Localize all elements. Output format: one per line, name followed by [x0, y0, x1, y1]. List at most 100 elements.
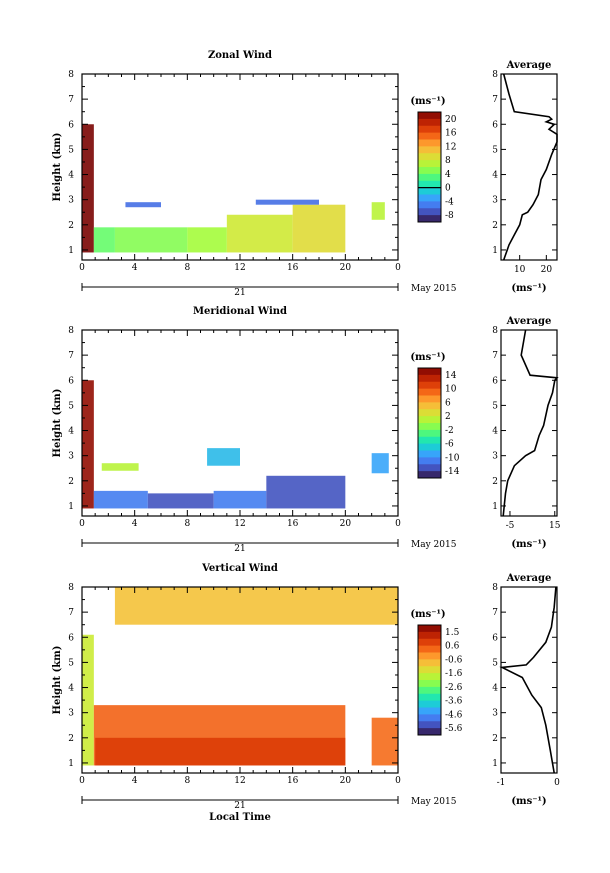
panel-title: Zonal Wind	[208, 50, 272, 61]
colorbar-segment	[418, 700, 441, 708]
colorbar-segment	[418, 652, 441, 660]
colorbar-tick-label: -5.6	[445, 724, 463, 734]
profile-x-tick-label: -5	[506, 521, 515, 531]
y-tick-label: 3	[68, 452, 74, 462]
colorbar-unit: (ms⁻¹)	[410, 96, 445, 107]
y-tick-label: 8	[68, 583, 74, 593]
heatmap-cell	[114, 587, 399, 625]
colorbar-segment	[418, 160, 441, 168]
colorbar-tick-label: 0.6	[445, 642, 460, 652]
colorbar-tick-label: -2.6	[445, 683, 463, 693]
colorbar-segment	[418, 139, 441, 147]
y-axis-label: Height (km)	[52, 646, 63, 715]
y-tick-label: 4	[68, 171, 74, 181]
date-month-label: May 2015	[411, 540, 457, 550]
colorbar-segment	[418, 631, 441, 640]
y-tick-label: 4	[68, 684, 74, 694]
y-tick-label: 7	[68, 95, 74, 105]
x-tick-label: 20	[340, 519, 352, 529]
colorbar-segment	[418, 368, 441, 376]
profile-x-tick-label: -1	[497, 778, 506, 788]
y-tick-label: 2	[68, 221, 74, 231]
heatmap-cell	[101, 463, 139, 471]
profile-y-tick-label: 1	[492, 759, 498, 769]
profile-x-label: (ms⁻¹)	[511, 283, 546, 294]
plot-frame	[81, 329, 399, 517]
x-tick-label: 0	[79, 263, 85, 273]
x-tick-label: 12	[234, 263, 245, 273]
y-tick-label: 1	[68, 246, 74, 256]
colorbar-segment	[418, 388, 441, 396]
colorbar-segment	[418, 180, 441, 189]
colorbar-tick-label: -14	[445, 467, 460, 477]
colorbar-segment	[418, 714, 441, 722]
x-tick-label: 20	[340, 776, 352, 786]
colorbar-segment	[418, 215, 441, 223]
y-tick-label: 8	[68, 70, 74, 80]
colorbar-tick-label: 8	[445, 156, 451, 166]
heatmap-cell	[82, 124, 94, 253]
profile-title: Average	[506, 316, 552, 327]
colorbar-segment	[418, 395, 441, 403]
profile-y-tick-label: 3	[492, 452, 498, 462]
x-tick-label: 0	[395, 263, 401, 273]
colorbar-tick-label: -3.6	[445, 697, 463, 707]
colorbar-segment	[418, 381, 441, 390]
profile-y-tick-label: 3	[492, 196, 498, 206]
colorbar-segment	[418, 464, 441, 472]
profile-frame	[500, 329, 558, 517]
y-tick-label: 2	[68, 734, 74, 744]
profile-frame	[500, 73, 558, 261]
profile-y-tick-label: 4	[492, 171, 498, 181]
profile-y-tick-label: 1	[492, 502, 498, 512]
colorbar-segment	[418, 436, 441, 445]
colorbar-tick-label: -6	[445, 440, 454, 450]
x-tick-label: 8	[184, 519, 190, 529]
heatmap-cell	[371, 202, 385, 220]
profile-y-tick-label: 4	[492, 684, 498, 694]
y-tick-label: 4	[68, 427, 74, 437]
y-tick-label: 1	[68, 759, 74, 769]
colorbar-segment	[418, 167, 441, 175]
x-tick-label: 4	[132, 776, 138, 786]
colorbar-segment	[418, 173, 441, 182]
colorbar-segment	[418, 201, 441, 209]
profile-y-tick-label: 5	[492, 145, 498, 155]
x-tick-label: 8	[184, 776, 190, 786]
x-tick-label: 12	[234, 519, 245, 529]
colorbar-frame	[417, 111, 442, 223]
colorbar-segment	[418, 146, 441, 154]
colorbar-tick-label: -1.6	[445, 669, 463, 679]
colorbar-tick-label: 1.5	[445, 628, 460, 638]
colorbar-segment	[418, 707, 441, 715]
colorbar-segment	[418, 112, 441, 120]
y-tick-label: 1	[68, 502, 74, 512]
profile-y-tick-label: 7	[492, 95, 498, 105]
profile-x-tick-label: 10	[514, 265, 526, 275]
profile-y-tick-label: 5	[492, 658, 498, 668]
colorbar-segment	[418, 645, 441, 653]
x-tick-label: 0	[79, 519, 85, 529]
x-tick-label: 12	[234, 776, 245, 786]
colorbar-segment	[418, 443, 441, 451]
heatmap-cell	[187, 227, 227, 253]
colorbar-tick-label: -4	[445, 197, 454, 207]
heatmap-cell	[266, 475, 346, 509]
y-axis-label: Height (km)	[52, 389, 63, 458]
profile-x-tick-label: 15	[549, 521, 561, 531]
y-tick-label: 6	[68, 633, 74, 643]
colorbar-segment	[418, 118, 441, 127]
profile-y-tick-label: 4	[492, 427, 498, 437]
y-tick-label: 3	[68, 709, 74, 719]
colorbar-frame	[417, 624, 442, 736]
colorbar-segment	[418, 194, 441, 202]
y-tick-label: 5	[68, 401, 74, 411]
profile-title: Average	[506, 573, 552, 584]
colorbar-tick-label: 10	[445, 385, 457, 395]
date-day-label: 21	[234, 288, 245, 298]
heatmap-cell	[93, 227, 115, 253]
heatmap-cell	[292, 204, 346, 253]
colorbar-frame	[417, 367, 442, 479]
